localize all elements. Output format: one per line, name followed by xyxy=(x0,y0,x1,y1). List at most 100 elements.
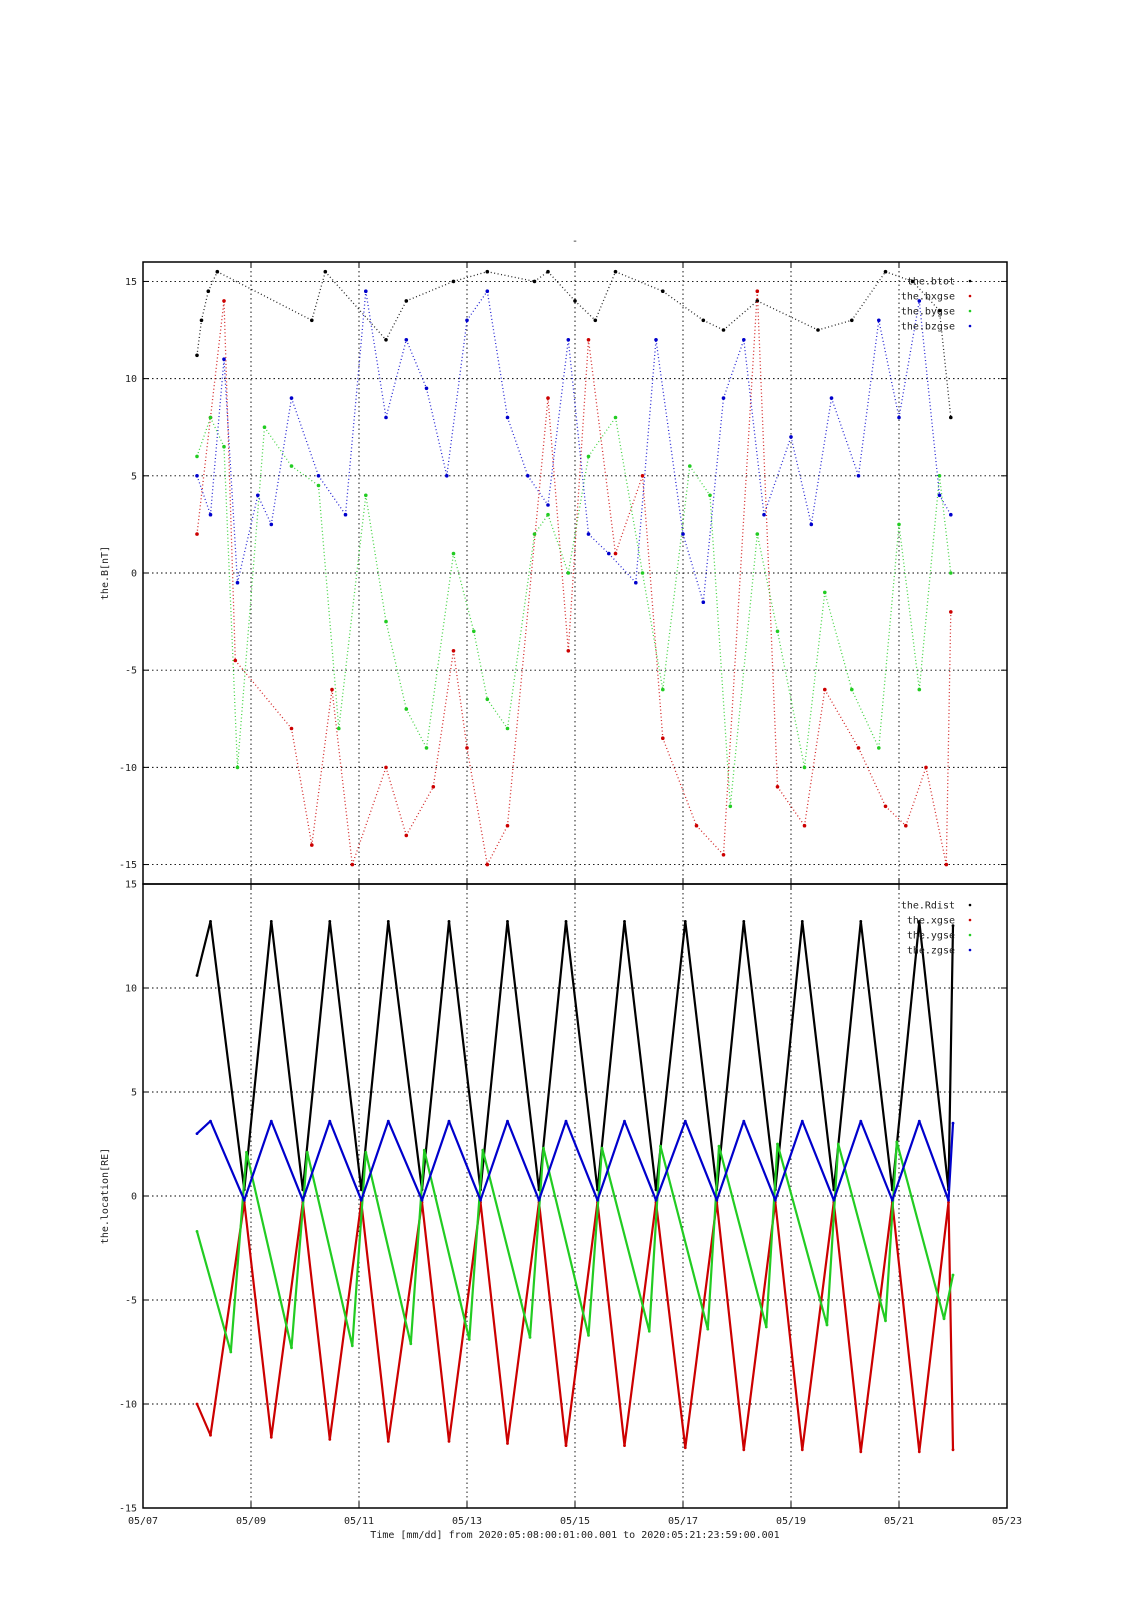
y-tick-label: 10 xyxy=(125,984,137,995)
data-trace xyxy=(689,465,711,496)
data-point xyxy=(269,522,274,527)
data-trace xyxy=(547,398,569,651)
data-point xyxy=(447,1119,451,1123)
y-tick-label: 0 xyxy=(131,1192,137,1203)
data-trace xyxy=(200,291,209,321)
legend-marker xyxy=(968,933,972,937)
data-trace xyxy=(207,271,218,292)
data-point xyxy=(445,474,449,478)
data-point xyxy=(222,299,226,303)
data-point xyxy=(215,269,220,274)
data-point xyxy=(694,823,699,828)
x-tick-label: 05/09 xyxy=(236,1516,266,1527)
data-trace xyxy=(729,534,758,807)
data-trace xyxy=(756,533,779,632)
data-trace xyxy=(709,495,731,807)
magnetic-field-panel: 15 10 5 0 -5 -10 -15 the.B[nT] the.btot the.bxgse… xyxy=(100,261,1008,885)
data-point xyxy=(316,483,321,488)
data-point xyxy=(222,444,226,449)
data-point xyxy=(424,386,429,391)
data-trace xyxy=(487,271,535,283)
data-point xyxy=(386,1119,390,1123)
data-point xyxy=(328,920,332,923)
y-tick-label: -5 xyxy=(125,1296,137,1307)
data-point xyxy=(328,1438,332,1441)
series-line xyxy=(196,1119,955,1202)
data-point xyxy=(623,1444,626,1447)
data-point xyxy=(209,920,212,923)
data-trace xyxy=(722,339,745,399)
data-point xyxy=(742,338,746,342)
data-trace xyxy=(938,310,952,418)
data-point xyxy=(850,318,854,323)
data-trace xyxy=(574,300,596,321)
data-trace xyxy=(857,320,880,476)
y-tick-label: -10 xyxy=(119,763,137,774)
data-point xyxy=(404,299,409,303)
data-point xyxy=(451,551,456,556)
data-point xyxy=(613,269,618,274)
data-point xyxy=(701,318,706,323)
data-point xyxy=(566,649,571,653)
data-point xyxy=(890,1198,894,1202)
data-point xyxy=(877,746,881,750)
data-trace xyxy=(790,436,812,525)
data-trace xyxy=(196,320,203,356)
data-trace xyxy=(432,650,455,787)
data-point xyxy=(242,1198,246,1202)
y-tick-label: -15 xyxy=(119,860,137,871)
data-point xyxy=(404,338,409,342)
data-point xyxy=(364,289,368,294)
data-point xyxy=(721,853,726,857)
data-point xyxy=(364,493,368,498)
data-point xyxy=(301,1198,305,1202)
series-line xyxy=(195,1201,955,1453)
data-point xyxy=(506,1119,509,1123)
x-tick-label: 05/17 xyxy=(668,1516,698,1527)
data-point xyxy=(917,1450,921,1454)
data-point xyxy=(742,920,746,923)
data-point xyxy=(546,269,550,274)
data-point xyxy=(479,1198,482,1202)
data-point xyxy=(384,338,388,342)
y-tick-label: 15 xyxy=(125,277,137,288)
data-point xyxy=(386,920,390,923)
data-point xyxy=(564,920,568,923)
data-trace xyxy=(925,767,947,865)
data-point xyxy=(209,1119,212,1123)
data-trace xyxy=(311,271,326,321)
data-point xyxy=(942,1317,946,1321)
data-point xyxy=(904,823,908,828)
y-tick-label: -10 xyxy=(119,1400,137,1411)
data-trace xyxy=(588,533,610,555)
data-point xyxy=(269,920,273,923)
data-point xyxy=(661,687,665,692)
data-trace xyxy=(453,271,488,283)
data-point xyxy=(359,1198,363,1202)
data-point xyxy=(222,357,226,362)
data-point xyxy=(883,804,888,809)
data-point xyxy=(607,551,611,556)
data-trace xyxy=(587,339,617,554)
data-point xyxy=(715,1198,719,1202)
data-point xyxy=(654,1198,658,1202)
data-point xyxy=(708,493,712,498)
data-point xyxy=(654,1188,658,1192)
data-point xyxy=(289,464,294,468)
data-point xyxy=(587,1334,590,1337)
data-point xyxy=(566,571,571,575)
data-trace xyxy=(857,747,887,807)
data-point xyxy=(328,1119,332,1123)
data-point xyxy=(323,269,328,274)
data-trace xyxy=(466,747,488,865)
data-point xyxy=(451,649,456,653)
data-point xyxy=(289,726,294,731)
data-trace xyxy=(405,708,428,749)
legend-marker xyxy=(968,918,972,922)
data-trace xyxy=(682,533,704,603)
legend-marker xyxy=(968,309,972,313)
data-trace xyxy=(757,300,819,331)
data-trace xyxy=(594,271,617,321)
data-point xyxy=(506,1442,509,1445)
data-trace xyxy=(234,660,293,729)
